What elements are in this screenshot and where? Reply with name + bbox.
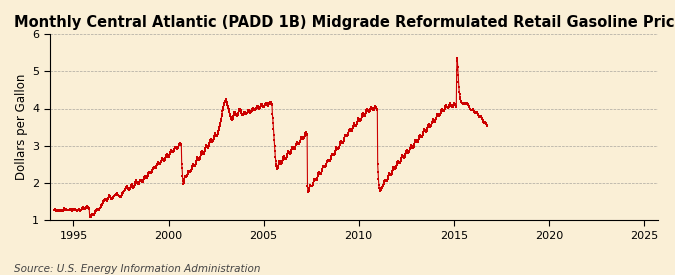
Y-axis label: Dollars per Gallon: Dollars per Gallon bbox=[15, 74, 28, 180]
Title: Monthly Central Atlantic (PADD 1B) Midgrade Reformulated Retail Gasoline Prices: Monthly Central Atlantic (PADD 1B) Midgr… bbox=[14, 15, 675, 30]
Text: Source: U.S. Energy Information Administration: Source: U.S. Energy Information Administ… bbox=[14, 264, 260, 274]
